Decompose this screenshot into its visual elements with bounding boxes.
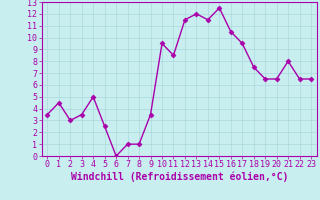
X-axis label: Windchill (Refroidissement éolien,°C): Windchill (Refroidissement éolien,°C) xyxy=(70,172,288,182)
